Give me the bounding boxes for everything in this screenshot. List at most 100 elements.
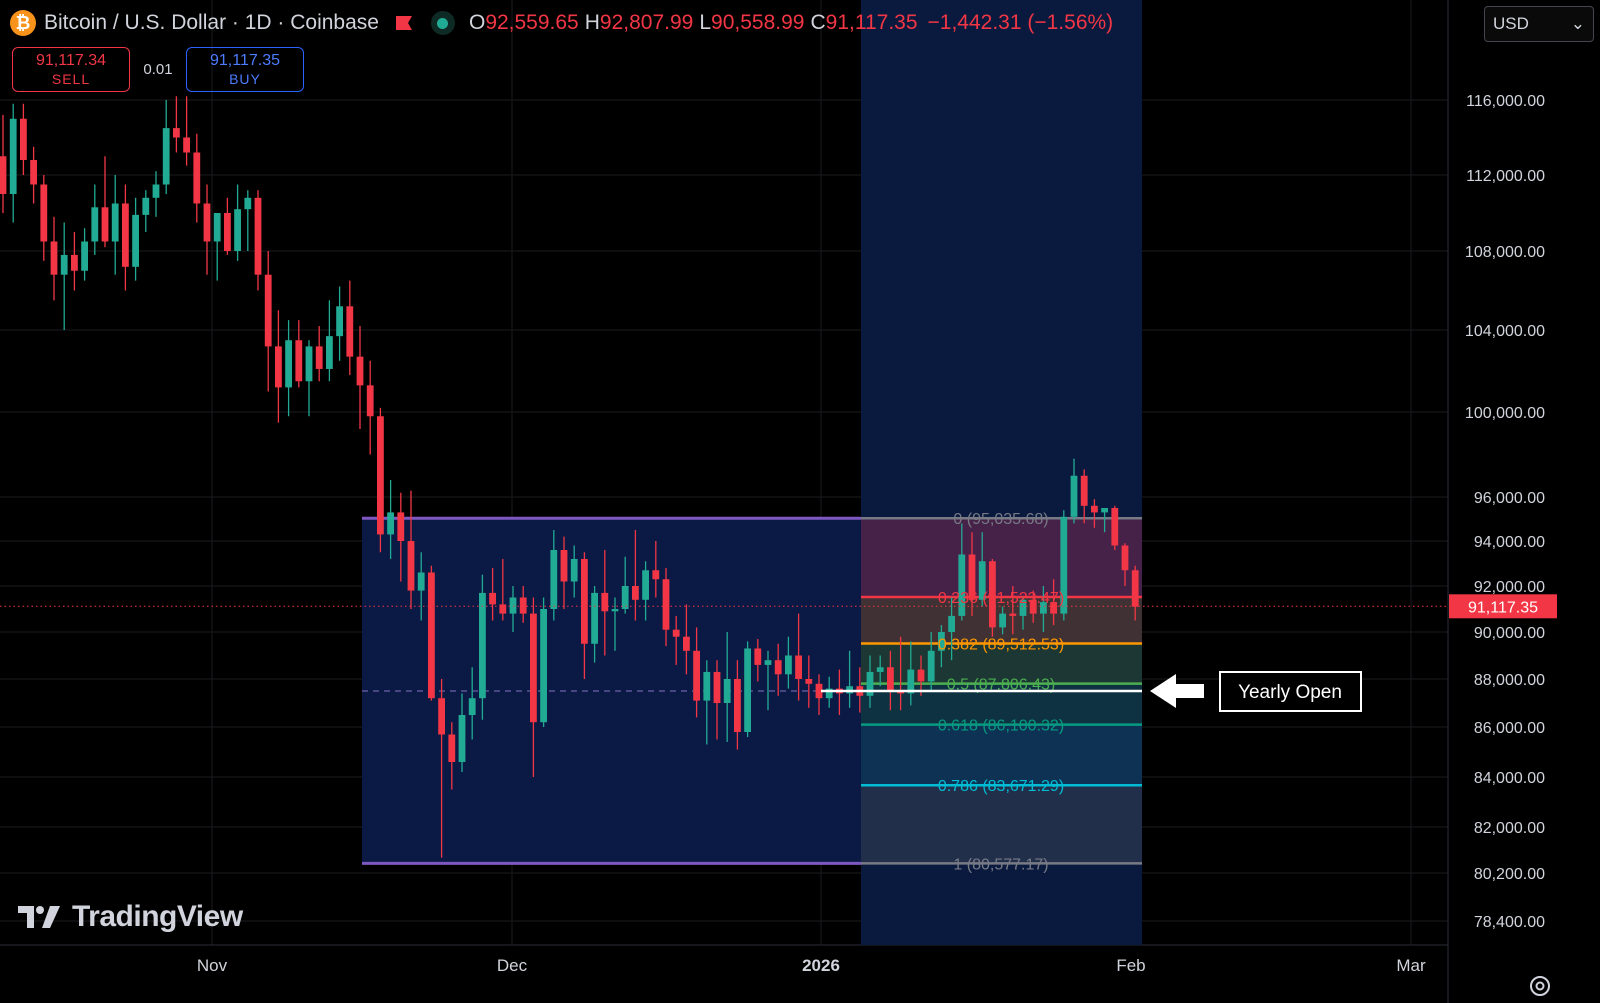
fib-level-label: 0.5 (87,806.43) <box>947 677 1056 694</box>
sell-label: SELL <box>51 70 91 87</box>
candle-body <box>1080 475 1088 506</box>
fib-level-label: 0.236 (91,523.47) <box>938 590 1064 607</box>
tradingview-logo-icon <box>18 906 60 928</box>
price-tick-label: 94,000.00 <box>1474 534 1545 551</box>
candle-body <box>958 554 966 616</box>
fib-level-label: 0.382 (89,512.53) <box>938 636 1064 653</box>
candle-body <box>295 340 303 382</box>
candle-body <box>540 609 547 723</box>
candle-body <box>244 197 252 210</box>
chart-overlay: 0 (95,035.68) 0.236 (91,523.47) 0.382 (89,… <box>0 511 1557 873</box>
tradingview-logo[interactable]: TradingView <box>18 900 243 934</box>
buy-label: BUY <box>229 70 261 87</box>
candle-body <box>81 241 88 271</box>
candle-body <box>407 541 415 591</box>
candle-body <box>509 597 517 614</box>
candle-body <box>723 679 731 703</box>
price-tick-label: 108,000.00 <box>1465 244 1545 261</box>
fib-level-label: 0.618 (86,100.32) <box>938 718 1064 735</box>
candle-body <box>683 636 690 651</box>
candle-body <box>693 650 700 701</box>
candle-body <box>377 416 384 535</box>
candle-body <box>91 207 99 242</box>
close-value: 91,117.35 <box>825 11 918 34</box>
candle-body <box>1060 516 1068 614</box>
candle-body <box>866 671 874 696</box>
candle-body <box>71 254 78 271</box>
low-label: L <box>699 11 712 34</box>
price-tick-label: 84,000.00 <box>1474 770 1545 787</box>
price-tick-label: 92,000.00 <box>1474 579 1545 596</box>
candle-body <box>132 214 139 267</box>
candle-body <box>968 554 976 600</box>
spread-value: 0.01 <box>143 61 173 78</box>
price-tick-label: 116,000.00 <box>1466 93 1545 110</box>
candle-body <box>560 550 568 582</box>
candle-body <box>203 203 211 242</box>
bitcoin-icon[interactable]: ₿ <box>10 10 36 36</box>
candle-body <box>744 648 751 732</box>
candle-body <box>30 160 37 185</box>
candle-body <box>601 592 609 612</box>
candle-body <box>101 207 109 242</box>
candle-body <box>305 346 313 382</box>
candle-body <box>907 669 915 694</box>
price-tick-label: 86,000.00 <box>1474 720 1545 737</box>
candle-body <box>621 586 629 609</box>
candle-body <box>530 613 537 723</box>
candle-body <box>550 550 558 609</box>
close-label: C <box>810 11 826 34</box>
candle-body <box>234 209 241 251</box>
buy-button[interactable]: 91,117.35 BUY <box>186 47 304 92</box>
candle-body <box>795 655 802 679</box>
candle-body <box>1131 570 1139 607</box>
candle-body <box>173 128 180 138</box>
candle-body <box>642 570 649 600</box>
candle-body <box>162 128 170 185</box>
buy-price: 91,117.35 <box>210 51 280 69</box>
candle-body <box>111 203 119 242</box>
candle-body <box>50 241 58 275</box>
candle-body <box>142 197 150 215</box>
candle-body <box>754 648 762 665</box>
candle-body <box>479 592 486 699</box>
candle-body <box>213 213 221 242</box>
symbol-title[interactable]: Bitcoin / U.S. Dollar · 1D · Coinbase <box>44 11 379 34</box>
yearly-open-box <box>1219 671 1362 712</box>
sell-button[interactable]: 91,117.34 SELL <box>12 47 130 92</box>
open-label: O <box>468 11 486 34</box>
candle-body <box>489 592 496 605</box>
price-tick-label: 88,000.00 <box>1474 672 1545 689</box>
candle-body <box>1040 602 1047 614</box>
time-tick-label: 2026 <box>802 956 840 975</box>
open-value: 92,559.65 <box>485 11 579 34</box>
candle-body <box>672 629 680 637</box>
candle-body <box>0 156 7 194</box>
last-price-value: 91,117.35 <box>1468 599 1538 616</box>
candle-body <box>336 306 343 337</box>
price-scale[interactable]: 116,000.00 112,000.00 108,000.00 104,000.00… <box>1465 93 1545 931</box>
candle-body <box>1070 475 1078 517</box>
time-scale[interactable]: Nov Dec 2026 Feb Mar <box>197 956 1426 975</box>
candle-body <box>662 579 670 630</box>
candle-body <box>60 254 68 275</box>
trade-panel: 91,117.34 SELL 0.01 91,117.35 BUY <box>12 47 304 92</box>
candle-body <box>366 385 374 417</box>
market-status-icon[interactable] <box>430 11 455 35</box>
candle-body <box>1019 599 1027 616</box>
candle-body <box>285 340 292 388</box>
candle-body <box>978 561 986 600</box>
price-tick-label: 104,000.00 <box>1465 323 1545 340</box>
candle-body <box>999 613 1006 628</box>
price-tick-label: 96,000.00 <box>1474 490 1545 507</box>
time-tick-label: Nov <box>197 956 228 975</box>
flag-icon[interactable] <box>395 15 413 31</box>
symbol-header: ₿ Bitcoin / U.S. Dollar · 1D · Coinbase … <box>10 10 1113 36</box>
candle-body <box>275 346 282 388</box>
gear-icon[interactable] <box>1527 973 1553 999</box>
yearly-open-label: Yearly Open <box>1238 682 1342 703</box>
time-tick-label: Feb <box>1116 956 1145 975</box>
candle-body <box>611 609 619 612</box>
currency-select[interactable]: USD ⌄ <box>1484 6 1594 42</box>
